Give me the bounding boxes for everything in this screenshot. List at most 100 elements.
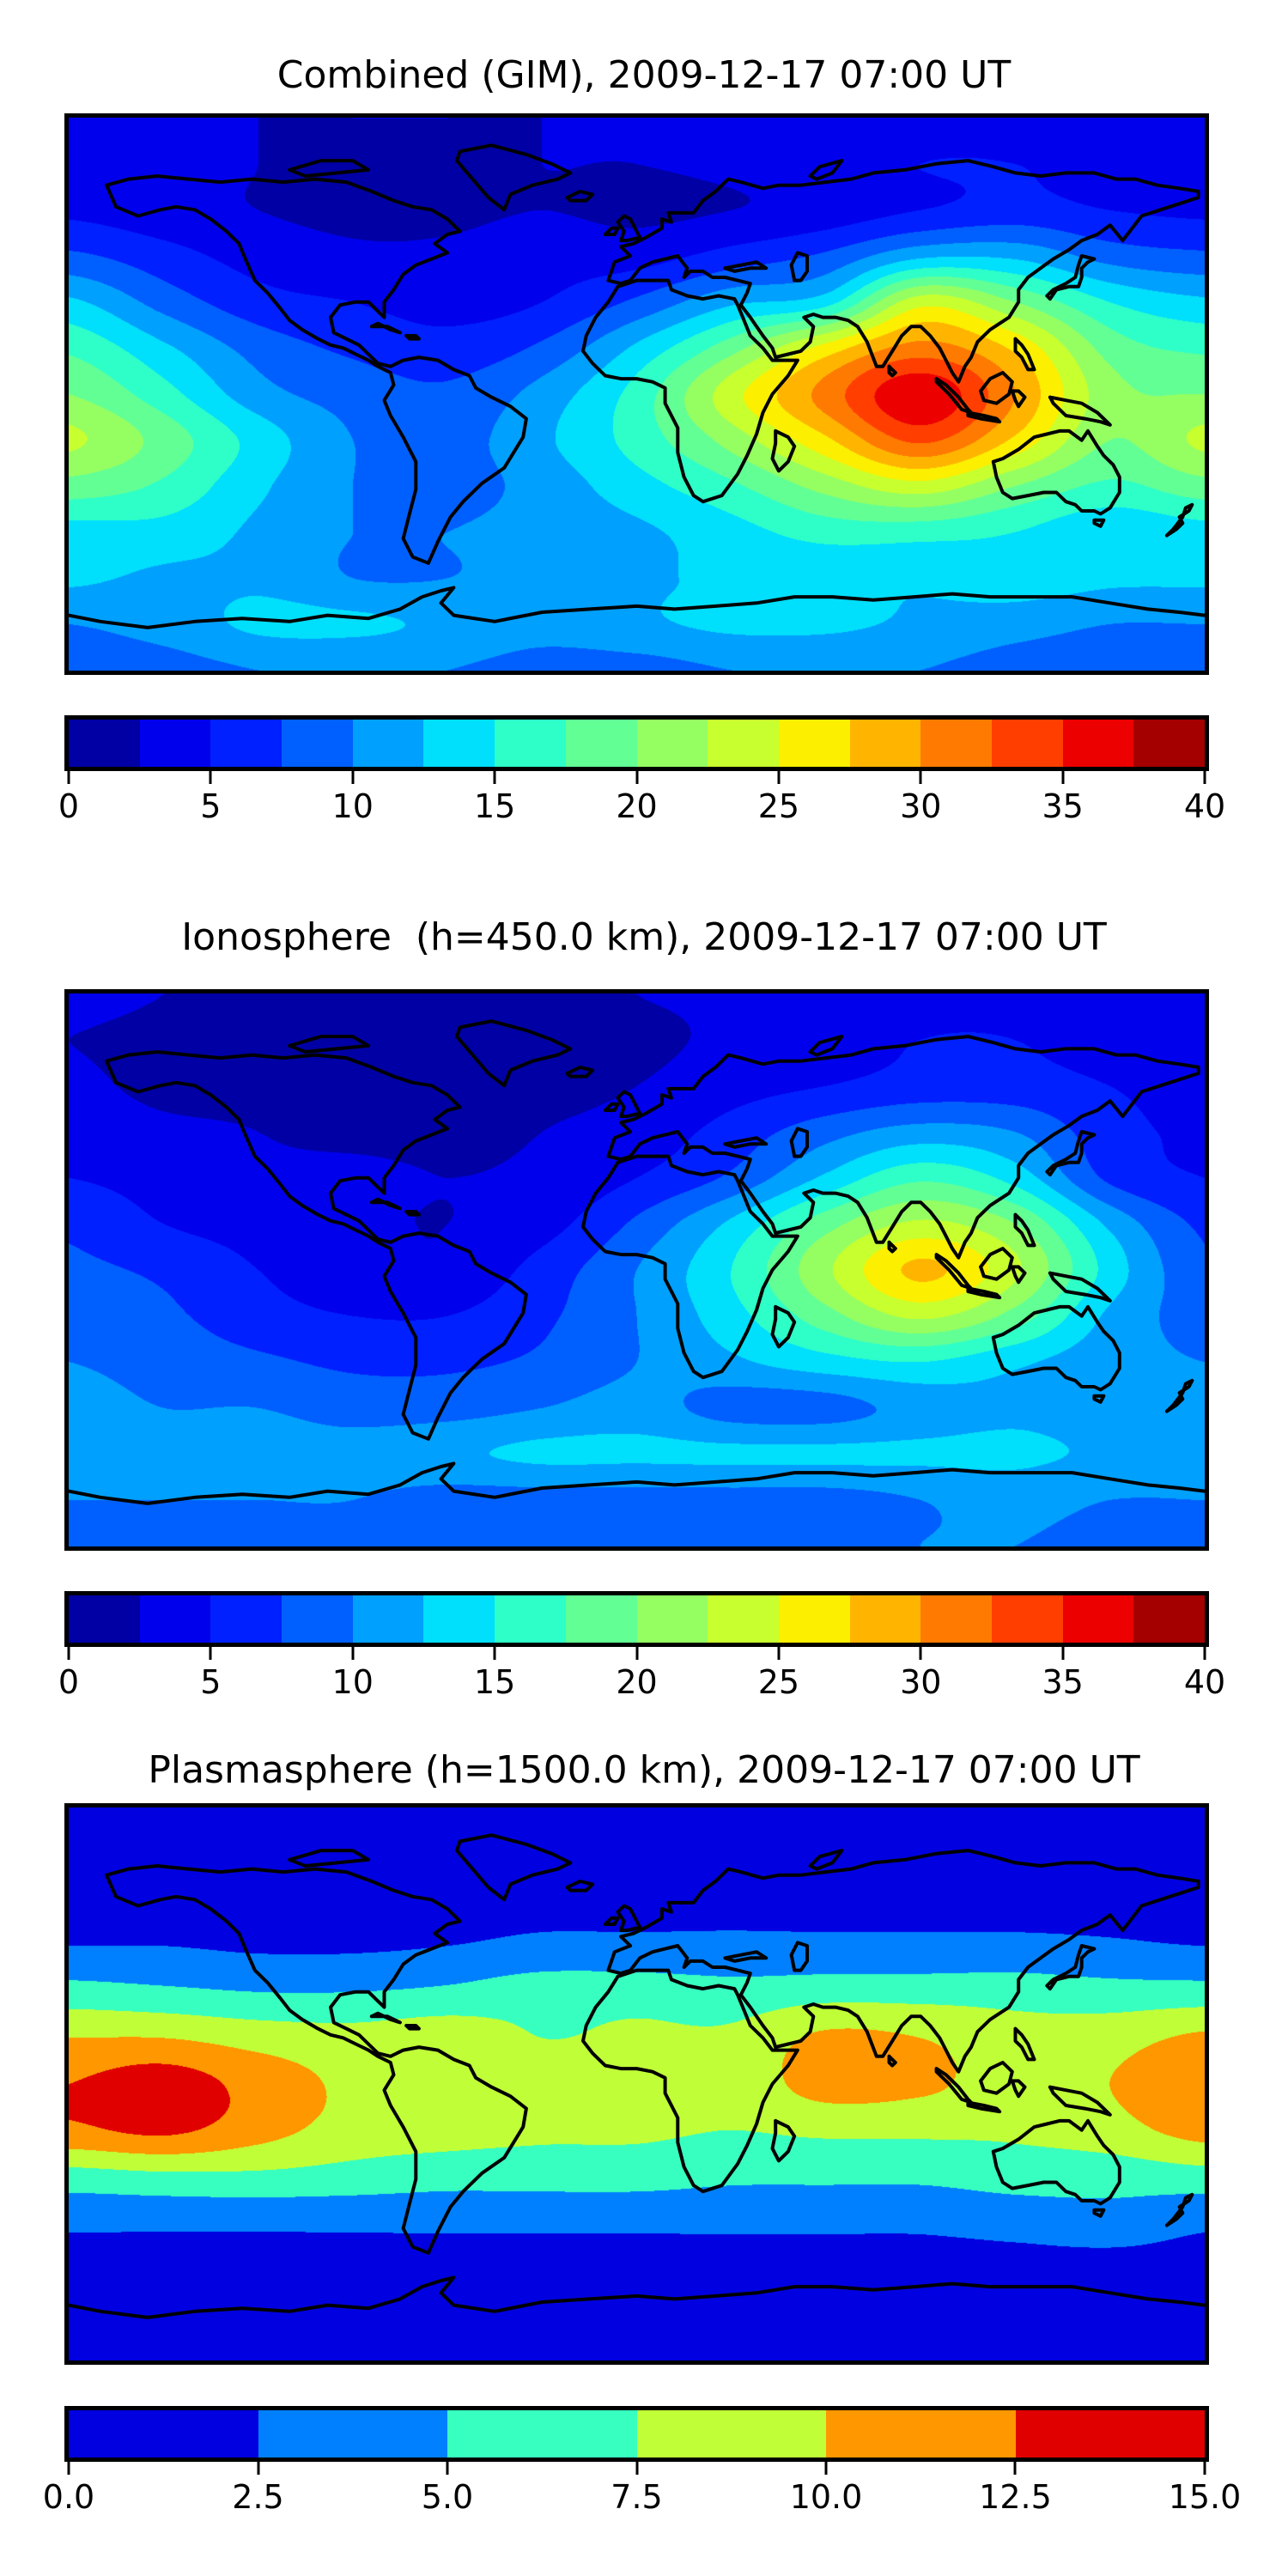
colorbar-segment bbox=[849, 1595, 921, 1643]
coastline-path bbox=[69, 143, 1205, 629]
colorbar-segment bbox=[282, 1595, 353, 1643]
colorbar-tick bbox=[493, 1647, 496, 1660]
colorbar-tick-label: 25 bbox=[757, 787, 800, 825]
colorbar-tick bbox=[919, 771, 922, 784]
colorbar-tick bbox=[67, 2462, 70, 2475]
colorbar-segment bbox=[708, 720, 779, 767]
colorbar-tick bbox=[351, 1647, 355, 1660]
colorbar-axis: 0 5 10 15 20 25 30 35 40 bbox=[58, 1647, 1225, 1716]
colorbar-tick bbox=[1013, 2462, 1017, 2475]
colorbar-segment bbox=[1062, 1595, 1134, 1643]
colorbar-tick bbox=[777, 1647, 781, 1660]
colorbar bbox=[64, 715, 1209, 771]
panel-title: Combined (GIM), 2009-12-17 07:00 UT bbox=[276, 53, 1012, 97]
colorbar-tick-label: 7.5 bbox=[611, 2478, 663, 2516]
colorbar-tick bbox=[209, 771, 212, 784]
colorbar-segment bbox=[920, 720, 992, 767]
colorbar-tick-label: 5 bbox=[200, 1663, 222, 1701]
colorbar-tick bbox=[777, 771, 781, 784]
colorbar-segment bbox=[495, 1595, 566, 1643]
colorbar-segment bbox=[991, 720, 1063, 767]
colorbar-tick-label: 25 bbox=[757, 1663, 800, 1701]
map-frame bbox=[64, 989, 1209, 1551]
colorbar-tick-label: 15 bbox=[473, 1663, 516, 1701]
colorbar-segment bbox=[636, 1595, 708, 1643]
colorbar-tick bbox=[635, 1647, 638, 1660]
colorbar-tick bbox=[635, 771, 638, 784]
colorbar-segment bbox=[849, 720, 921, 767]
colorbar-segment bbox=[69, 2410, 258, 2458]
colorbar-segment bbox=[920, 1595, 992, 1643]
colorbar-tick-label: 15 bbox=[473, 787, 516, 825]
colorbar-segment bbox=[778, 720, 850, 767]
colorbar-tick bbox=[1061, 771, 1065, 784]
colorbar-segment bbox=[423, 720, 495, 767]
coastline-overlay bbox=[69, 1019, 1205, 1505]
map-frame bbox=[64, 113, 1209, 675]
colorbar-segment bbox=[69, 720, 140, 767]
colorbar-segment bbox=[636, 720, 708, 767]
colorbar-tick bbox=[67, 1647, 70, 1660]
colorbar-segment bbox=[139, 1595, 211, 1643]
colorbar-segment bbox=[826, 2410, 1016, 2458]
colorbar-segment bbox=[1133, 720, 1205, 767]
colorbar-tick-label: 40 bbox=[1183, 1663, 1226, 1701]
colorbar-segment bbox=[210, 720, 283, 767]
colorbar-tick-label: 40 bbox=[1183, 787, 1226, 825]
colorbar-segment bbox=[778, 1595, 850, 1643]
colorbar-tick-label: 5.0 bbox=[421, 2478, 474, 2516]
colorbar-tick bbox=[919, 1647, 922, 1660]
coastline-overlay bbox=[69, 1833, 1205, 2319]
coastline-overlay bbox=[69, 143, 1205, 629]
colorbar-tick-label: 0 bbox=[58, 787, 80, 825]
colorbar-tick-label: 10 bbox=[331, 1663, 374, 1701]
colorbar-segment bbox=[1133, 1595, 1205, 1643]
colorbar-tick-label: 2.5 bbox=[232, 2478, 284, 2516]
colorbar-segment bbox=[708, 1595, 779, 1643]
coastline-path bbox=[69, 1019, 1205, 1505]
colorbar-tick bbox=[351, 771, 355, 784]
colorbar-tick-label: 10 bbox=[331, 787, 374, 825]
colorbar-segment bbox=[139, 720, 211, 767]
colorbar-tick bbox=[824, 2462, 828, 2475]
colorbar-tick-label: 35 bbox=[1042, 787, 1084, 825]
colorbar-segment bbox=[423, 1595, 495, 1643]
colorbar-axis: 0 5 10 15 20 25 30 35 40 bbox=[58, 771, 1225, 840]
colorbar-tick-label: 10.0 bbox=[789, 2478, 863, 2516]
colorbar-tick bbox=[67, 771, 70, 784]
tec-contour-canvas bbox=[69, 1807, 1205, 2360]
colorbar-tick-label: 30 bbox=[900, 787, 942, 825]
colorbar-tick bbox=[1203, 771, 1206, 784]
tec-contour-canvas bbox=[69, 993, 1205, 1546]
colorbar-segment bbox=[1015, 2410, 1205, 2458]
colorbar-segment bbox=[210, 1595, 283, 1643]
colorbar-axis: 0.0 2.5 5.0 7.5 10.0 12.5 15.0 bbox=[43, 2462, 1241, 2530]
colorbar-tick-label: 35 bbox=[1042, 1663, 1084, 1701]
colorbar-tick bbox=[493, 771, 496, 784]
colorbar bbox=[64, 1591, 1209, 1647]
colorbar-segment bbox=[495, 720, 566, 767]
colorbar-tick-label: 20 bbox=[616, 787, 658, 825]
colorbar-tick-label: 15.0 bbox=[1168, 2478, 1242, 2516]
colorbar-tick bbox=[1203, 2462, 1206, 2475]
colorbar-tick-label: 0.0 bbox=[42, 2478, 95, 2516]
colorbar-tick bbox=[1061, 1647, 1065, 1660]
colorbar-segment bbox=[991, 1595, 1063, 1643]
colorbar-segment bbox=[447, 2410, 637, 2458]
colorbar-tick-label: 12.5 bbox=[979, 2478, 1052, 2516]
colorbar-segment bbox=[352, 1595, 424, 1643]
colorbar-segment bbox=[565, 1595, 637, 1643]
coastline-path bbox=[69, 1833, 1205, 2319]
colorbar-segment bbox=[565, 720, 637, 767]
colorbar-tick-label: 0 bbox=[58, 1663, 80, 1701]
colorbar-segment bbox=[258, 2410, 447, 2458]
colorbar bbox=[64, 2406, 1209, 2462]
map-frame bbox=[64, 1803, 1209, 2365]
colorbar-segment bbox=[636, 2410, 826, 2458]
colorbar-tick bbox=[635, 2462, 638, 2475]
colorbar-segment bbox=[282, 720, 353, 767]
colorbar-segment bbox=[69, 1595, 140, 1643]
colorbar-tick bbox=[1203, 1647, 1206, 1660]
colorbar-tick bbox=[209, 1647, 212, 1660]
